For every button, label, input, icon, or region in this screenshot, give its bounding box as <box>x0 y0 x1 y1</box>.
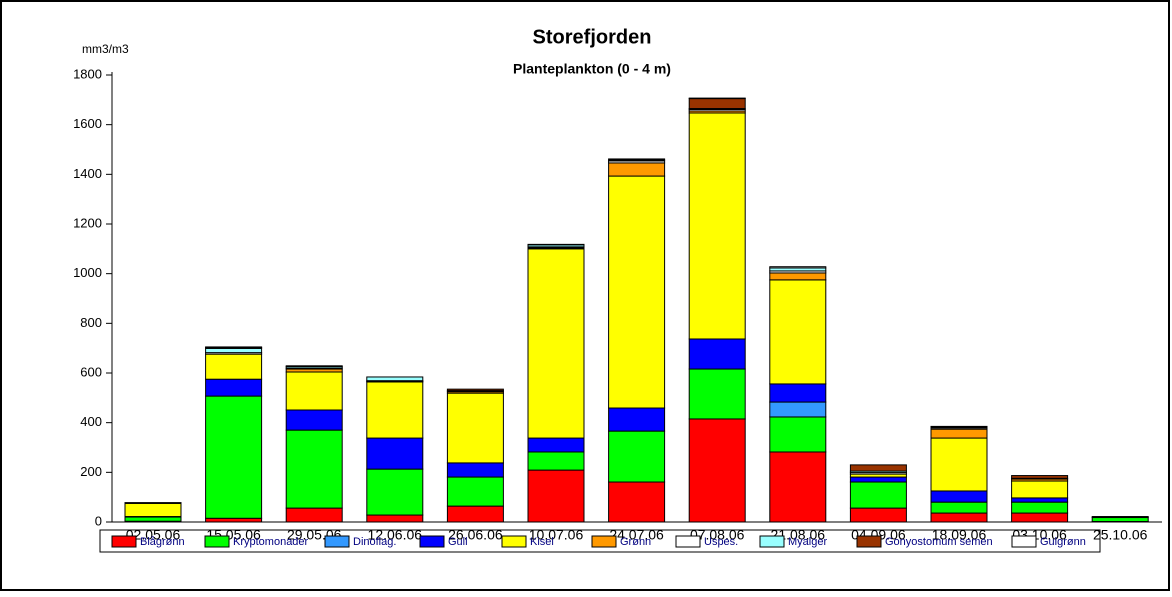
legend-label: Blågrønn <box>140 536 185 548</box>
bar-segment <box>286 430 342 508</box>
legend-swatch <box>857 536 881 547</box>
legend-swatch <box>1012 536 1036 547</box>
legend-swatch <box>676 536 700 547</box>
legend-label: Gull <box>448 536 468 548</box>
bar-segment <box>206 396 262 518</box>
bar-segment <box>770 273 826 280</box>
legend-label: Uspes. <box>704 536 738 548</box>
bar-segment <box>770 452 826 522</box>
bar-segment <box>367 438 423 469</box>
y-tick-label: 200 <box>80 464 102 479</box>
legend-swatch <box>420 536 444 547</box>
bar-segment <box>850 477 906 482</box>
bar-segment <box>286 410 342 430</box>
legend-swatch <box>760 536 784 547</box>
bar-segment <box>1012 481 1068 498</box>
legend-label: Kryptomonader <box>233 536 309 548</box>
legend-swatch <box>205 536 229 547</box>
bar-segment <box>689 369 745 419</box>
bar-segment <box>528 249 584 438</box>
bar-segment <box>770 384 826 402</box>
bar-segment <box>206 354 262 379</box>
bar-segment <box>689 99 745 109</box>
bar-segment <box>609 163 665 176</box>
y-tick-label: 400 <box>80 414 102 429</box>
bar-segment <box>770 280 826 384</box>
bar-segment <box>609 482 665 522</box>
legend-label: Kisel <box>530 536 554 548</box>
legend-swatch <box>592 536 616 547</box>
legend-swatch <box>502 536 526 547</box>
bar-segment <box>931 491 987 502</box>
legend-swatch <box>112 536 136 547</box>
bar-segment <box>447 477 503 506</box>
bar-segment <box>931 438 987 491</box>
bar-segment <box>367 382 423 438</box>
bar-segment <box>528 470 584 522</box>
legend-label: Grønn <box>620 536 651 548</box>
bar-segment <box>1012 513 1068 522</box>
bar-segment <box>770 417 826 452</box>
bar-segment <box>1092 517 1148 518</box>
y-tick-label: 1800 <box>73 66 102 81</box>
bar-segment <box>447 463 503 477</box>
legend-label: Gulgrønn <box>1040 536 1086 548</box>
y-tick-label: 1600 <box>73 116 102 131</box>
bar-segment <box>850 482 906 508</box>
legend-swatch <box>325 536 349 547</box>
bar-segment <box>1012 476 1068 479</box>
bar-segment <box>528 452 584 470</box>
bar-segment <box>367 377 423 381</box>
legend-label: Dinoflag. <box>353 536 396 548</box>
bar-segment <box>931 513 987 522</box>
x-tick-label: 25.10.06 <box>1093 527 1148 543</box>
bar-segment <box>689 113 745 339</box>
bar-segment <box>609 176 665 408</box>
bar-segment <box>447 506 503 522</box>
bar-segment <box>770 402 826 417</box>
bar-segment <box>609 431 665 482</box>
y-tick-label: 0 <box>95 513 102 528</box>
bar-segment <box>1092 518 1148 522</box>
y-tick-label: 800 <box>80 315 102 330</box>
y-axis-label: mm3/m3 <box>82 42 129 56</box>
bar-segment <box>689 339 745 369</box>
y-tick-label: 1000 <box>73 265 102 280</box>
bar-segment <box>367 515 423 522</box>
bar-segment <box>1012 498 1068 502</box>
bar-segment <box>206 518 262 522</box>
bar-segment <box>125 517 181 521</box>
chart-subtitle: Planteplankton (0 - 4 m) <box>513 61 671 77</box>
y-tick-label: 1200 <box>73 215 102 230</box>
bar-segment <box>286 366 342 367</box>
bar-segment <box>286 508 342 522</box>
bar-segment <box>206 348 262 352</box>
legend-label: Myalger <box>788 536 827 548</box>
bar-segment <box>931 429 987 438</box>
chart-title: Storefjorden <box>533 26 652 48</box>
bar-segment <box>206 379 262 396</box>
bar-segment <box>689 419 745 522</box>
bar-segment <box>850 465 906 471</box>
bar-segment <box>367 469 423 515</box>
bar-segment <box>125 503 181 516</box>
bar-segment <box>1012 502 1068 513</box>
bar-segment <box>609 408 665 431</box>
legend-label: Gonyostomum semen <box>885 536 993 548</box>
bar-segment <box>447 389 503 390</box>
bar-segment <box>609 159 665 160</box>
bar-segment <box>528 438 584 452</box>
bar-segment <box>770 267 826 268</box>
y-tick-label: 600 <box>80 364 102 379</box>
bar-segment <box>850 508 906 522</box>
bar-segment <box>447 393 503 463</box>
bar-segment <box>931 502 987 513</box>
bar-segment <box>286 372 342 410</box>
y-tick-label: 1400 <box>73 166 102 181</box>
